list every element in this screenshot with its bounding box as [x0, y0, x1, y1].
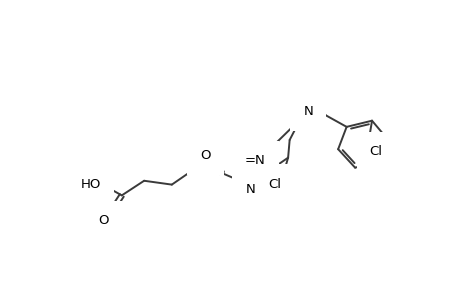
Text: HO: HO: [80, 178, 101, 191]
Text: =N: =N: [245, 154, 265, 167]
Text: O: O: [98, 214, 108, 227]
Text: N: N: [303, 105, 313, 118]
Text: O: O: [200, 149, 211, 162]
Text: NH: NH: [245, 183, 265, 196]
Text: Cl: Cl: [268, 178, 280, 191]
Text: Cl: Cl: [369, 145, 382, 158]
